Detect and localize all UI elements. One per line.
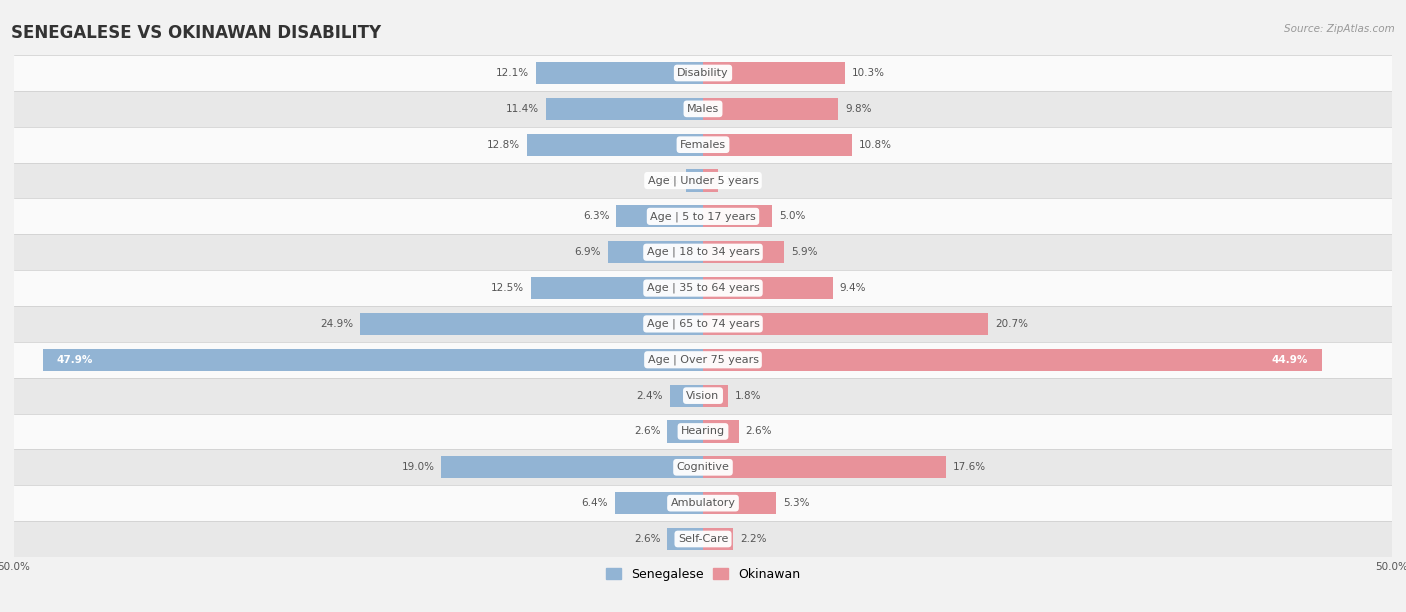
- Bar: [14, 270, 1392, 306]
- Bar: [668, 420, 703, 442]
- Text: 12.1%: 12.1%: [496, 68, 530, 78]
- Text: Age | 35 to 64 years: Age | 35 to 64 years: [647, 283, 759, 293]
- Bar: [614, 492, 703, 514]
- Bar: [531, 277, 703, 299]
- Text: 10.8%: 10.8%: [859, 140, 891, 150]
- Bar: [546, 98, 703, 120]
- Text: 10.3%: 10.3%: [852, 68, 884, 78]
- Bar: [360, 313, 703, 335]
- Text: Hearing: Hearing: [681, 427, 725, 436]
- Text: 12.5%: 12.5%: [491, 283, 524, 293]
- Text: Self-Care: Self-Care: [678, 534, 728, 544]
- Text: Age | Under 5 years: Age | Under 5 years: [648, 175, 758, 186]
- Bar: [14, 449, 1392, 485]
- Bar: [703, 492, 776, 514]
- Text: 1.8%: 1.8%: [735, 390, 761, 401]
- Text: 1.1%: 1.1%: [725, 176, 752, 185]
- Text: 2.6%: 2.6%: [634, 427, 661, 436]
- Bar: [14, 198, 1392, 234]
- Text: Age | 65 to 74 years: Age | 65 to 74 years: [647, 319, 759, 329]
- Text: 9.4%: 9.4%: [839, 283, 866, 293]
- Bar: [703, 456, 945, 479]
- Text: Source: ZipAtlas.com: Source: ZipAtlas.com: [1284, 24, 1395, 34]
- Bar: [14, 342, 1392, 378]
- Bar: [14, 414, 1392, 449]
- Text: 2.6%: 2.6%: [745, 427, 772, 436]
- Bar: [686, 170, 703, 192]
- Legend: Senegalese, Okinawan: Senegalese, Okinawan: [600, 563, 806, 586]
- Bar: [703, 133, 852, 156]
- Bar: [669, 384, 703, 407]
- Text: 1.2%: 1.2%: [652, 176, 679, 185]
- Text: Cognitive: Cognitive: [676, 462, 730, 472]
- Text: 5.0%: 5.0%: [779, 211, 806, 222]
- Bar: [668, 528, 703, 550]
- Text: 5.9%: 5.9%: [792, 247, 818, 257]
- Text: Ambulatory: Ambulatory: [671, 498, 735, 508]
- Bar: [14, 127, 1392, 163]
- Bar: [527, 133, 703, 156]
- Bar: [703, 205, 772, 228]
- Bar: [616, 205, 703, 228]
- Bar: [536, 62, 703, 84]
- Text: 2.2%: 2.2%: [740, 534, 766, 544]
- Bar: [703, 170, 718, 192]
- Bar: [14, 378, 1392, 414]
- Bar: [703, 98, 838, 120]
- Bar: [703, 384, 728, 407]
- Text: 9.8%: 9.8%: [845, 104, 872, 114]
- Text: Disability: Disability: [678, 68, 728, 78]
- Text: 6.4%: 6.4%: [582, 498, 607, 508]
- Text: 2.6%: 2.6%: [634, 534, 661, 544]
- Text: 44.9%: 44.9%: [1271, 355, 1308, 365]
- Text: 12.8%: 12.8%: [486, 140, 520, 150]
- Text: 2.4%: 2.4%: [637, 390, 664, 401]
- Text: Vision: Vision: [686, 390, 720, 401]
- Text: SENEGALESE VS OKINAWAN DISABILITY: SENEGALESE VS OKINAWAN DISABILITY: [11, 24, 381, 42]
- Bar: [14, 306, 1392, 342]
- Text: 6.3%: 6.3%: [583, 211, 609, 222]
- Bar: [703, 349, 1322, 371]
- Bar: [14, 55, 1392, 91]
- Text: 24.9%: 24.9%: [321, 319, 353, 329]
- Bar: [44, 349, 703, 371]
- Text: Age | 18 to 34 years: Age | 18 to 34 years: [647, 247, 759, 258]
- Text: Males: Males: [688, 104, 718, 114]
- Text: 19.0%: 19.0%: [401, 462, 434, 472]
- Bar: [703, 528, 734, 550]
- Bar: [14, 485, 1392, 521]
- Bar: [441, 456, 703, 479]
- Bar: [14, 91, 1392, 127]
- Bar: [14, 521, 1392, 557]
- Text: 6.9%: 6.9%: [575, 247, 600, 257]
- Bar: [14, 234, 1392, 270]
- Bar: [703, 420, 738, 442]
- Bar: [703, 62, 845, 84]
- Text: Age | Over 75 years: Age | Over 75 years: [648, 354, 758, 365]
- Text: 20.7%: 20.7%: [995, 319, 1028, 329]
- Bar: [703, 241, 785, 263]
- Text: 11.4%: 11.4%: [506, 104, 538, 114]
- Text: 5.3%: 5.3%: [783, 498, 810, 508]
- Text: Age | 5 to 17 years: Age | 5 to 17 years: [650, 211, 756, 222]
- Text: 17.6%: 17.6%: [952, 462, 986, 472]
- Bar: [703, 277, 832, 299]
- Text: 47.9%: 47.9%: [56, 355, 93, 365]
- Bar: [607, 241, 703, 263]
- Text: Females: Females: [681, 140, 725, 150]
- Bar: [14, 163, 1392, 198]
- Bar: [703, 313, 988, 335]
